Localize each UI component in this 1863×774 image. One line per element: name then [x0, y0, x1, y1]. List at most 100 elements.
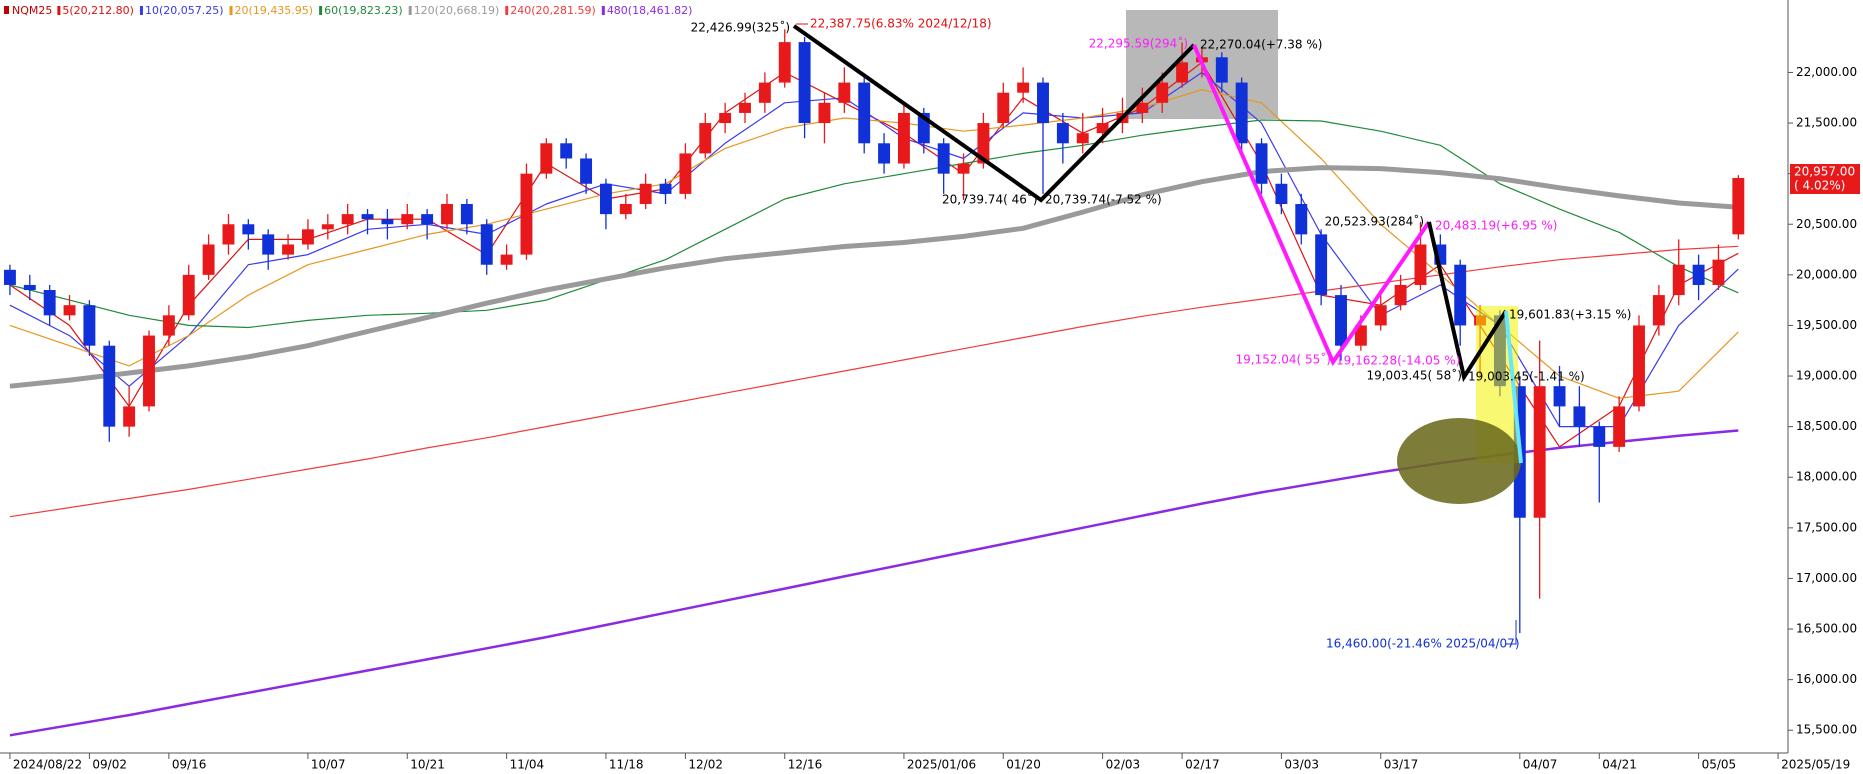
x-tick-label: 02/17 — [1185, 758, 1220, 772]
legend-title: NQM25 — [12, 4, 52, 17]
legend-swatch — [408, 6, 412, 15]
moving-average-line — [9, 71, 1739, 428]
trend-line — [1504, 310, 1523, 464]
candle-body — [43, 290, 56, 316]
y-tick-label: 19,000.00 — [1796, 369, 1857, 383]
candle-body — [1315, 234, 1328, 296]
candle-body — [659, 183, 672, 194]
candle-body — [1076, 133, 1089, 144]
candle-body — [758, 82, 771, 103]
candle-body — [1553, 386, 1566, 407]
candle-body — [1533, 386, 1546, 518]
x-tick-label: 04/07 — [1523, 758, 1558, 772]
candle-body — [1017, 82, 1030, 93]
candle-body — [1434, 244, 1447, 265]
candle-body — [103, 345, 116, 427]
x-tick-label: 2025/05/19 — [1781, 758, 1850, 772]
candle-body — [1096, 123, 1109, 134]
moving-average-line — [9, 165, 1739, 389]
candle-body — [63, 305, 76, 316]
candle-body — [878, 143, 891, 164]
annotation: 22,387.75(6.83% 2024/12/18) — [810, 17, 992, 31]
candle-body — [599, 183, 612, 215]
candle-body — [1454, 264, 1467, 326]
x-tick-label: 03/03 — [1284, 758, 1319, 772]
candle-body — [1354, 325, 1367, 346]
candle-body — [23, 284, 36, 291]
x-tick-label: 11/18 — [609, 758, 644, 772]
candle-body — [540, 143, 553, 174]
candle-body — [699, 123, 712, 154]
legend-label: 60(19,823.23) — [324, 4, 403, 17]
annotation: 20,739.74( 46˚) — [942, 192, 1038, 207]
candle-body — [401, 214, 414, 225]
legend-label: 10(20,057.25) — [145, 4, 224, 17]
annotation: 19,152.04( 55˚) — [1235, 352, 1331, 367]
candle-body — [361, 214, 374, 220]
annotation: 19,601.83(+3.15 %) — [1509, 308, 1631, 322]
candle-body — [897, 112, 910, 164]
x-tick-label: 10/07 — [311, 758, 346, 772]
candle-body — [301, 229, 314, 245]
x-tick-label: 2024/08/22 — [13, 758, 82, 772]
candle-body — [937, 143, 950, 174]
last-price-tag — [1790, 164, 1860, 195]
legend-swatch — [57, 6, 61, 15]
legend-label: 120(20,668.19) — [414, 4, 500, 17]
candle-body — [639, 183, 652, 205]
x-tick-label: 2025/01/06 — [907, 758, 976, 772]
annotation: 22,426.99(325˚) — [691, 20, 790, 35]
candle-body — [222, 224, 235, 245]
x-tick-label: 02/03 — [1106, 758, 1141, 772]
x-tick-label: 09/16 — [172, 758, 207, 772]
candle-body — [1235, 82, 1248, 144]
candle-body — [202, 244, 215, 275]
legend-swatch — [601, 6, 605, 15]
x-tick-label: 01/20 — [1006, 758, 1041, 772]
candle-body — [123, 406, 136, 427]
trend-line — [1192, 44, 1431, 367]
x-tick-label: 05/05 — [1702, 758, 1737, 772]
candle-body — [917, 112, 930, 144]
candle-body — [1573, 406, 1586, 427]
candle-body — [1394, 284, 1407, 306]
y-tick-label: 16,500.00 — [1796, 622, 1857, 636]
moving-average-line — [9, 119, 1739, 329]
candle-body — [818, 102, 831, 124]
candle-body — [1414, 244, 1427, 285]
candle-body — [560, 143, 573, 159]
last-price-change: ( 4.02%) — [1794, 179, 1845, 193]
moving-average-line — [9, 245, 1739, 518]
legend-label: 20(19,435.95) — [235, 4, 314, 17]
x-tick-label: 12/16 — [788, 758, 823, 772]
candle-body — [619, 204, 632, 215]
candle-body — [957, 163, 970, 174]
y-tick-label: 18,500.00 — [1796, 419, 1857, 433]
candle-body — [719, 112, 732, 124]
y-tick-label: 17,000.00 — [1796, 571, 1857, 585]
y-tick-label: 21,500.00 — [1796, 116, 1857, 130]
y-tick-label: 19,500.00 — [1796, 318, 1857, 332]
last-price-label: 20,957.00 — [1794, 165, 1855, 179]
legend-swatch — [229, 6, 233, 15]
candle-body — [460, 204, 473, 225]
candle-body — [242, 224, 255, 235]
candle-body — [580, 158, 593, 184]
candle-body — [262, 234, 275, 255]
legend-label: 480(18,461.82) — [607, 4, 693, 17]
y-tick-label: 18,000.00 — [1796, 470, 1857, 484]
legend-swatch — [139, 6, 143, 15]
candle-body — [441, 204, 453, 225]
candle-body — [838, 82, 851, 103]
x-tick-label: 12/02 — [688, 758, 723, 772]
candle-body — [182, 274, 195, 316]
annotation: 22,270.04(+7.38 %) — [1200, 38, 1322, 52]
candle-body — [1633, 325, 1645, 407]
candle-body — [997, 92, 1010, 124]
x-tick-label: 03/17 — [1384, 758, 1419, 772]
candle-body — [282, 244, 295, 255]
x-tick-label: 09/02 — [92, 758, 127, 772]
candle-body — [321, 224, 334, 230]
candle-body — [1255, 143, 1268, 184]
